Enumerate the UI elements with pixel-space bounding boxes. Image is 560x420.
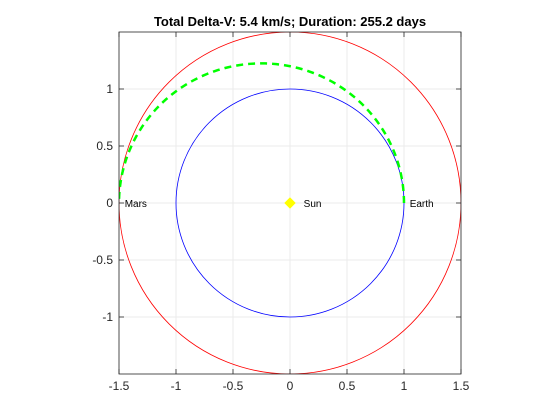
annotation-sun: Sun [304, 199, 322, 210]
annotation-earth: Earth [410, 199, 434, 210]
x-tick-label-3: 0 [287, 379, 294, 393]
x-tick-label-4: 0.5 [339, 379, 356, 393]
x-tick-label-0: -1.5 [109, 379, 130, 393]
x-tick-label-1: -1 [171, 379, 182, 393]
sun-marker [284, 197, 296, 209]
y-tick-label-4: 1 [106, 82, 113, 96]
y-tick-label-1: -0.5 [92, 253, 113, 267]
y-tick-label-3: 0.5 [96, 139, 113, 153]
annotation-mars: Mars [125, 199, 147, 210]
x-tick-label-5: 1 [401, 379, 408, 393]
plot-area: Sun Earth Mars -1.5 -1 -0.5 0 0.5 1 1.5 -1 -0.5 0 0.5… [92, 31, 470, 393]
x-tick-label-2: -0.5 [223, 379, 244, 393]
transfer-orbit-line [119, 62, 406, 204]
y-tick-label-2: 0 [106, 196, 113, 210]
chart-title: Total Delta-V: 5.4 km/s; Duration: 255.2… [154, 14, 426, 29]
y-tick-label-0: -1 [102, 310, 113, 324]
x-tick-label-6: 1.5 [453, 379, 470, 393]
